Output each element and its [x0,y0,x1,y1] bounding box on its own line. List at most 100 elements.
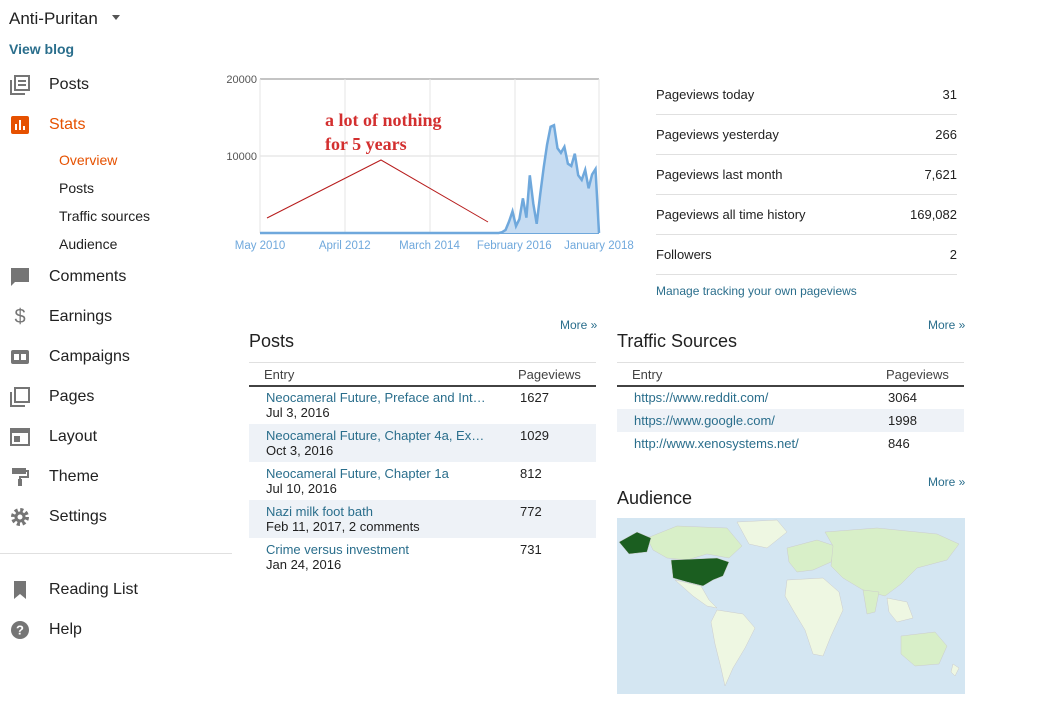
comments-icon [9,266,31,288]
table-row: https://www.reddit.com/ 3064 [617,386,964,409]
annotation-text-2: for 5 years [325,134,407,154]
post-views: 812 [520,466,542,481]
post-meta: Jan 24, 2016 [266,557,342,572]
table-row: Neocameral Future, Chapter 1a Jul 10, 20… [249,462,596,500]
col-entry: Entry [264,366,295,382]
posts-icon [9,74,31,96]
sidebar-item-label: Comments [49,268,127,285]
stat-label: Pageviews last month [656,166,783,182]
table-row: Crime versus investment Jan 24, 2016 731 [249,538,596,576]
sidebar-item-label: Help [49,621,82,638]
stat-row-followers: Followers 2 [656,234,957,275]
series-area [260,125,599,233]
blog-title-dropdown[interactable]: Anti-Puritan [9,9,98,28]
audience-more-link[interactable]: More » [928,475,966,489]
posts-divider [249,362,596,363]
sidebar-item-comments[interactable]: Comments [9,263,126,291]
post-views: 1029 [520,428,549,443]
annotation-text-1: a lot of nothing [325,110,442,130]
post-meta: Oct 3, 2016 [266,443,334,458]
table-row: https://www.google.com/ 1998 [617,409,964,432]
sidebar-item-help[interactable]: ? Help [9,616,82,644]
traffic-views: 846 [888,436,910,451]
manage-tracking-link[interactable]: Manage tracking your own pageviews [656,284,857,298]
sidebar-item-reading-list[interactable]: Reading List [9,576,138,604]
stat-value: 169,082 [910,206,957,222]
sidebar-item-theme[interactable]: Theme [9,463,99,491]
post-views: 731 [520,542,542,557]
sidebar-item-posts[interactable]: Posts [9,71,89,99]
sidebar-item-label: Stats [49,116,86,133]
traffic-more-link[interactable]: More » [928,318,966,332]
post-title-link[interactable]: Neocameral Future, Chapter 1a [266,466,449,481]
sidebar-divider [0,553,232,554]
post-title-link[interactable]: Neocameral Future, Preface and Int… [266,390,486,405]
traffic-views: 1998 [888,413,917,428]
sidebar-item-label: Earnings [49,308,113,325]
bookmark-icon [9,579,31,601]
sidebar-item-settings[interactable]: Settings [9,503,107,531]
gear-icon [9,506,31,528]
layout-icon [9,426,31,448]
sidebar-item-label: Posts [49,76,90,93]
post-meta: Feb 11, 2017, 2 comments [266,519,420,534]
stat-row-yesterday: Pageviews yesterday 266 [656,114,957,155]
y-tick-label: 10000 [226,151,257,163]
stats-sub-posts[interactable]: Posts [59,180,95,196]
sidebar-item-label: Reading List [49,581,138,598]
svg-text:?: ? [16,623,24,638]
chevron-down-icon[interactable] [112,15,120,20]
stat-row-last-month: Pageviews last month 7,621 [656,154,957,195]
traffic-source-link[interactable]: https://www.reddit.com/ [634,390,769,405]
x-tick-label: February 2016 [477,240,552,252]
table-row: Neocameral Future, Chapter 4a, Ex… Oct 3… [249,424,596,462]
stats-sub-audience[interactable]: Audience [59,236,118,252]
post-title-link[interactable]: Neocameral Future, Chapter 4a, Ex… [266,428,485,443]
posts-table-header: Entry Pageviews [249,363,596,387]
stat-row-all-time: Pageviews all time history 169,082 [656,194,957,235]
followers-count-link[interactable]: 2 [949,246,957,262]
x-tick-label: May 2010 [235,240,286,252]
traffic-source-link[interactable]: http://www.xenosystems.net/ [634,436,799,451]
stat-label: Followers [656,246,712,262]
stats-sub-traffic-sources[interactable]: Traffic sources [59,208,151,224]
traffic-divider [617,362,964,363]
sidebar-item-label: Pages [49,388,95,405]
col-entry: Entry [632,366,663,382]
help-icon: ? [9,619,31,641]
stats-icon [9,114,31,136]
col-pageviews: Pageviews [518,366,581,382]
x-tick-label: January 2018 [564,240,634,252]
sidebar-item-stats[interactable]: Stats [9,111,85,139]
traffic-source-link[interactable]: https://www.google.com/ [634,413,775,428]
ad-icon [9,346,31,368]
traffic-section-title: Traffic Sources [617,331,738,351]
post-title-link[interactable]: Crime versus investment [266,542,410,557]
table-row: http://www.xenosystems.net/ 846 [617,432,964,455]
pages-icon [9,386,31,408]
sidebar-item-label: Layout [49,428,98,445]
post-views: 1627 [520,390,549,405]
stat-label: Pageviews yesterday [656,126,779,142]
paint-roller-icon [9,466,31,488]
dollar-icon: $ [14,305,26,328]
sidebar-item-label: Campaigns [49,348,130,365]
stat-row-today: Pageviews today 31 [656,74,957,115]
view-blog-link[interactable]: View blog [9,41,75,57]
col-pageviews: Pageviews [886,366,949,382]
sidebar-item-layout[interactable]: Layout [9,423,97,451]
x-tick-label: March 2014 [399,240,460,252]
audience-world-map [617,518,965,694]
sidebar-item-pages[interactable]: Pages [9,383,94,411]
audience-section-title: Audience [617,488,693,508]
stat-label: Pageviews all time history [656,206,806,222]
post-views: 772 [520,504,542,519]
sidebar-item-label: Theme [49,468,99,485]
post-title-link[interactable]: Nazi milk foot bath [266,504,373,519]
sidebar-item-earnings[interactable]: $ Earnings [9,303,112,331]
post-meta: Jul 10, 2016 [266,481,337,496]
stats-sub-overview[interactable]: Overview [59,152,118,168]
posts-more-link[interactable]: More » [560,318,598,332]
sidebar-item-campaigns[interactable]: Campaigns [9,343,130,371]
traffic-views: 3064 [888,390,917,405]
